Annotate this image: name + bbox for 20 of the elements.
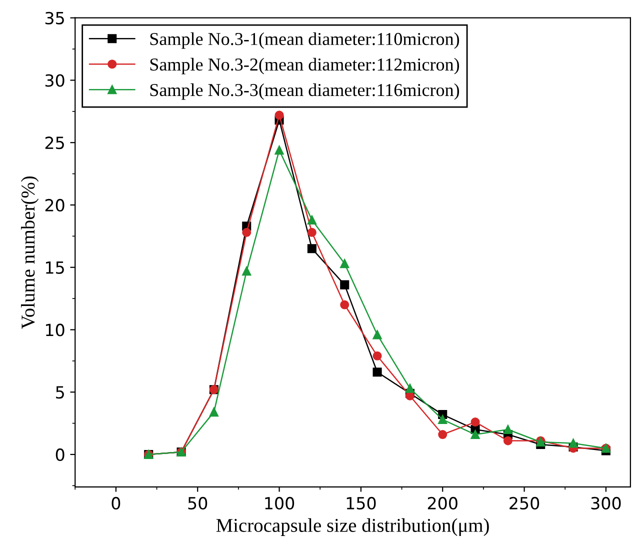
y-tick-label: 20	[45, 198, 64, 212]
x-tick-label: 250	[510, 496, 540, 510]
x-tick-label: 200	[428, 496, 458, 510]
x-tick-label: 150	[346, 496, 376, 510]
legend-label: Sample No.3-1(mean diameter:110micron)	[150, 32, 460, 49]
x-tick-label: 100	[265, 496, 294, 510]
y-axis-title: Volume number(%)	[20, 176, 39, 329]
y-tick-label: 25	[45, 136, 64, 150]
x-tick-label: 0	[112, 496, 120, 510]
y-tick-label: 0	[56, 448, 64, 462]
x-axis-title: Microcapsule size distribution(μm)	[216, 518, 489, 536]
y-tick-label: 5	[56, 386, 64, 399]
legend-label: Sample No.3-2(mean diameter:112micron)	[150, 58, 460, 74]
y-tick-label: 35	[45, 12, 64, 24]
y-tick-label: 30	[45, 74, 64, 87]
x-tick-label: 300	[591, 496, 621, 510]
x-tick-label: 50	[188, 496, 208, 510]
y-tick-label: 10	[46, 324, 64, 336]
legend-label: Sample No.3-3(mean diameter:116micron)	[150, 83, 460, 100]
y-tick-label: 15	[46, 262, 64, 274]
